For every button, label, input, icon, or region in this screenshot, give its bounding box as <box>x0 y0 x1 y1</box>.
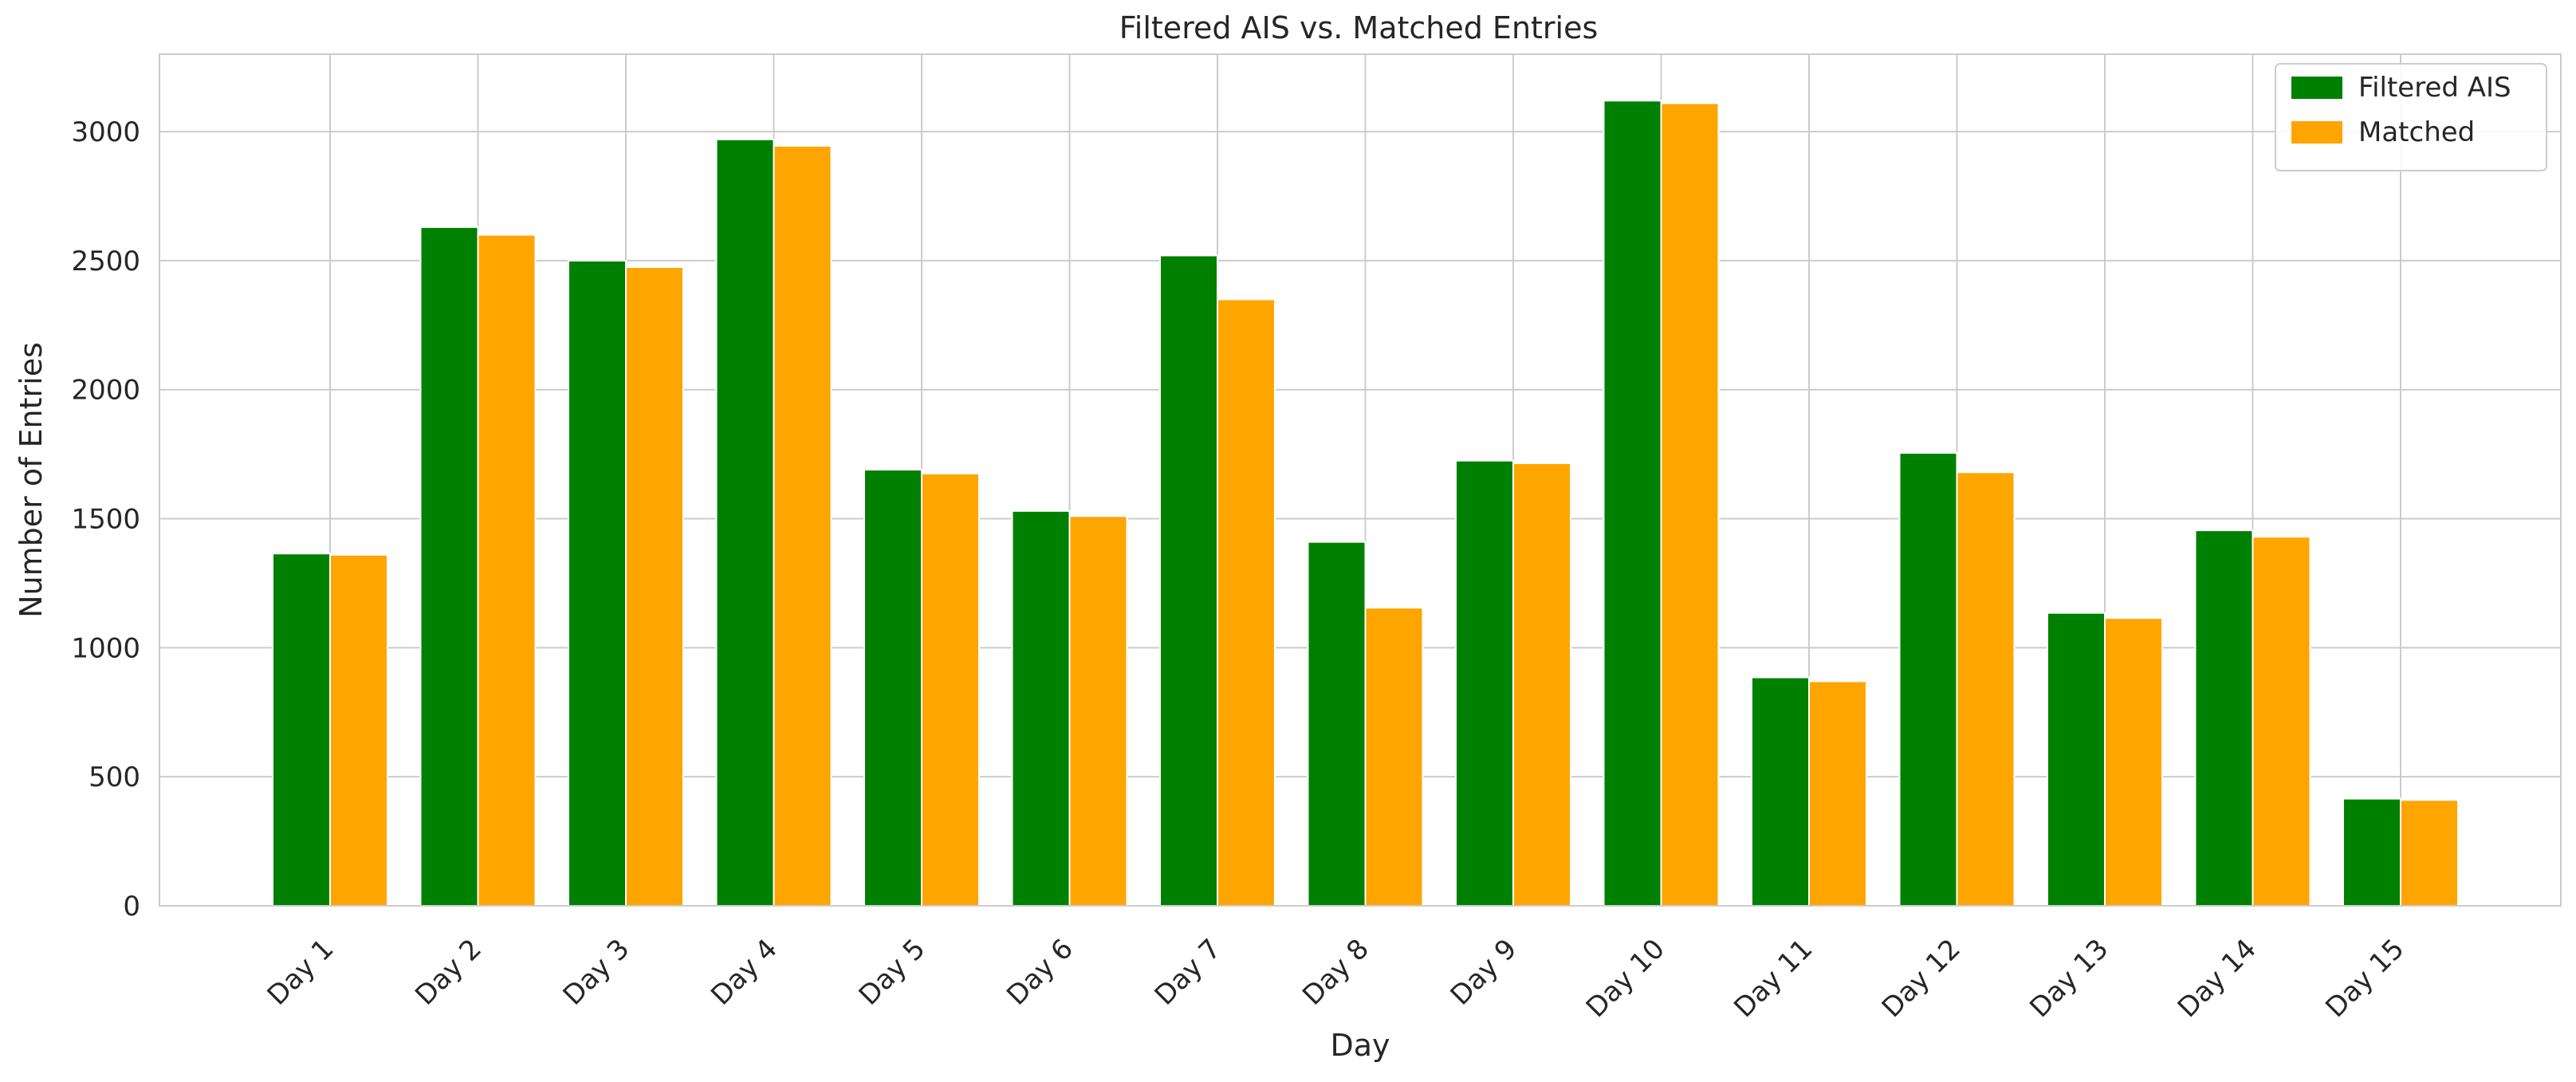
bar-filtered-ais <box>863 469 922 907</box>
x-tick-label: Day 15 <box>2319 933 2410 1024</box>
bar-matched <box>625 266 684 907</box>
x-tick-label: Day 13 <box>2023 933 2114 1024</box>
bar-filtered-ais <box>568 259 627 907</box>
bar-filtered-ais <box>419 226 479 907</box>
bar-filtered-ais <box>1603 100 1662 907</box>
y-tick-label: 3000 <box>71 116 140 148</box>
bar-filtered-ais <box>1455 459 1514 907</box>
x-tick-label: Day 9 <box>1445 933 1524 1012</box>
bars <box>272 100 2459 907</box>
legend-label-filtered-ais: Filtered AIS <box>2358 72 2511 104</box>
bar-matched <box>1068 515 1128 907</box>
y-tick-label: 0 <box>123 891 140 923</box>
bar-filtered-ais <box>1159 254 1218 907</box>
x-tick-label: Day 10 <box>1580 933 1671 1024</box>
bar-matched <box>1364 607 1424 907</box>
bar-matched <box>2104 617 2163 907</box>
bar-filtered-ais <box>1011 510 1071 907</box>
x-tick-label: Day 6 <box>1001 933 1080 1012</box>
y-tick-label: 1500 <box>71 504 140 536</box>
bar-matched <box>1660 102 1720 907</box>
y-tick-label: 2500 <box>71 246 140 277</box>
x-tick-label: Day 8 <box>1296 933 1375 1012</box>
bar-matched <box>1217 298 1276 907</box>
legend-swatch-filtered-ais <box>2291 77 2342 99</box>
legend-label-matched: Matched <box>2358 116 2475 148</box>
bar-matched <box>329 553 388 907</box>
y-tick-label: 1000 <box>71 632 140 664</box>
x-tick-label: Day 4 <box>705 933 784 1012</box>
bar-filtered-ais <box>1307 541 1367 907</box>
bar-matched <box>921 472 980 907</box>
y-axis-ticks: 0 500 1000 1500 2000 2500 3000 <box>71 116 140 923</box>
bar-filtered-ais <box>715 138 775 907</box>
bar-filtered-ais <box>2342 797 2401 907</box>
bar-filtered-ais <box>272 553 331 907</box>
x-tick-label: Day 7 <box>1149 933 1228 1012</box>
legend: Filtered AIS Matched <box>2275 63 2547 171</box>
x-axis-ticks: Day 1 Day 2 Day 3 Day 4 Day 5 Day 6 Day 7 Day 8… <box>262 933 2411 1024</box>
bar-filtered-ais <box>2047 612 2106 907</box>
bar-matched <box>1512 462 1571 907</box>
bar-matched <box>1956 471 2016 907</box>
x-tick-label: Day 14 <box>2172 933 2263 1024</box>
x-tick-label: Day 11 <box>1728 933 1819 1024</box>
bar-matched <box>1808 680 1867 907</box>
bar-matched <box>2400 799 2459 907</box>
plot-frame <box>159 53 2562 907</box>
bar-matched <box>2252 536 2311 907</box>
bar-matched <box>477 234 537 907</box>
bar-filtered-ais <box>1898 452 1958 907</box>
x-tick-label: Day 1 <box>262 933 340 1012</box>
x-axis-label: Day <box>1330 1028 1390 1063</box>
bar-filtered-ais <box>1751 676 1810 907</box>
y-tick-label: 500 <box>88 761 140 793</box>
x-tick-label: Day 5 <box>853 933 932 1012</box>
x-tick-label: Day 3 <box>557 933 636 1012</box>
y-axis-label: Number of Entries <box>14 342 49 618</box>
x-tick-label: Day 2 <box>409 933 488 1012</box>
legend-swatch-matched <box>2291 121 2342 144</box>
legend-box <box>2275 63 2547 171</box>
bar-filtered-ais <box>2194 529 2254 907</box>
chart-title: Filtered AIS vs. Matched Entries <box>1119 10 1599 45</box>
x-tick-label: Day 12 <box>1876 933 1967 1024</box>
bar-matched <box>773 144 832 907</box>
y-tick-label: 2000 <box>71 375 140 407</box>
